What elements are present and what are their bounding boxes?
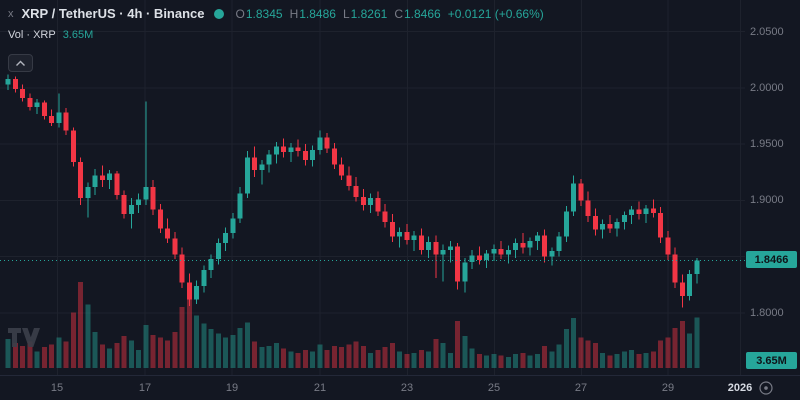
symbol-title[interactable]: XRP / TetherUS · 4h · Binance [21,6,205,21]
indicator-row: Vol · XRP 3.65M [8,29,544,41]
price-tick-label: 1.9500 [750,138,784,150]
price-tick-label: 2.0000 [750,82,784,94]
volume-badge: 3.65M [746,352,797,369]
target-icon [759,381,773,395]
time-axis[interactable]: 15 17 19 21 23 25 27 29 2026 [0,375,800,400]
price-axis[interactable]: 1.8466 3.65M 2.0500 2.0000 1.9500 1.9000 1.8… [745,0,800,375]
close-value: 1.8466 [404,6,441,21]
time-tick-label: 25 [487,382,501,394]
change-value: +0.0121 (+0.66%) [447,6,544,21]
time-tick-label: 27 [574,382,588,394]
price-tick-label: 1.8000 [750,307,784,319]
time-tick-label: 17 [138,382,152,394]
ohlc-readout: O 1.8345 H 1.8486 L 1.8261 C 1.8466 +0.0… [236,7,544,21]
low-value: 1.8261 [350,6,388,21]
price-tick-label: 1.9000 [750,194,784,206]
chart-legend: x XRP / TetherUS · 4h · Binance O 1.8345… [8,6,544,41]
symbol-row: x XRP / TetherUS · 4h · Binance O 1.8345… [8,6,544,21]
time-tick-label: 2026 [727,382,753,394]
time-tick-label: 15 [50,382,64,394]
chevron-up-icon [16,60,25,66]
market-status-dot-icon [213,8,224,19]
tradingview-logo[interactable] [8,328,41,352]
close-label: C [394,6,403,21]
high-value: 1.8486 [299,6,336,21]
open-label: O [235,6,245,21]
time-tick-label: 29 [661,382,675,394]
candlestick-chart[interactable] [0,0,745,375]
price-tick-label: 2.0500 [750,26,784,38]
scroll-to-realtime-button[interactable] [758,380,774,396]
high-label: H [289,6,299,21]
time-tick-label: 23 [400,382,414,394]
low-label: L [342,6,350,21]
pane-collapse-button[interactable] [8,54,33,72]
tradingview-logo-icon [8,328,40,347]
x-icon[interactable]: x [8,7,14,20]
open-value: 1.8345 [245,6,283,21]
volume-indicator-value: 3.65M [62,29,94,41]
volume-indicator-label[interactable]: Vol · XRP [8,29,56,41]
last-price-badge: 1.8466 [746,251,797,268]
time-tick-label: 21 [313,382,327,394]
time-tick-label: 19 [225,382,239,394]
